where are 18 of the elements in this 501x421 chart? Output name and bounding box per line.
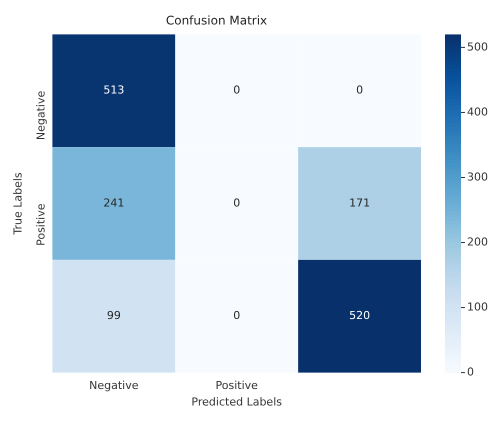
- chart-title: Confusion Matrix: [166, 13, 268, 28]
- x-axis-title: Predicted Labels: [191, 395, 282, 408]
- data-label: 0: [356, 84, 364, 97]
- data-label: 0: [233, 196, 240, 210]
- data-label: 513: [103, 84, 124, 97]
- color-bar-label: 0: [467, 365, 474, 378]
- color-bar-label: 100: [467, 300, 488, 314]
- data-label: 520: [349, 309, 370, 322]
- color-bar-label: 200: [467, 235, 488, 248]
- data-label: 0: [233, 309, 240, 322]
- data-label: 241: [103, 196, 124, 210]
- data-label: 171: [349, 196, 370, 210]
- color-bar-label: 300: [467, 170, 488, 184]
- data-label: 99: [106, 309, 121, 322]
- data-label: 0: [233, 84, 240, 97]
- color-bar-label: 500: [467, 40, 488, 54]
- y-axis-title: True Labels: [11, 172, 24, 236]
- color-bar-label: 400: [467, 105, 488, 118]
